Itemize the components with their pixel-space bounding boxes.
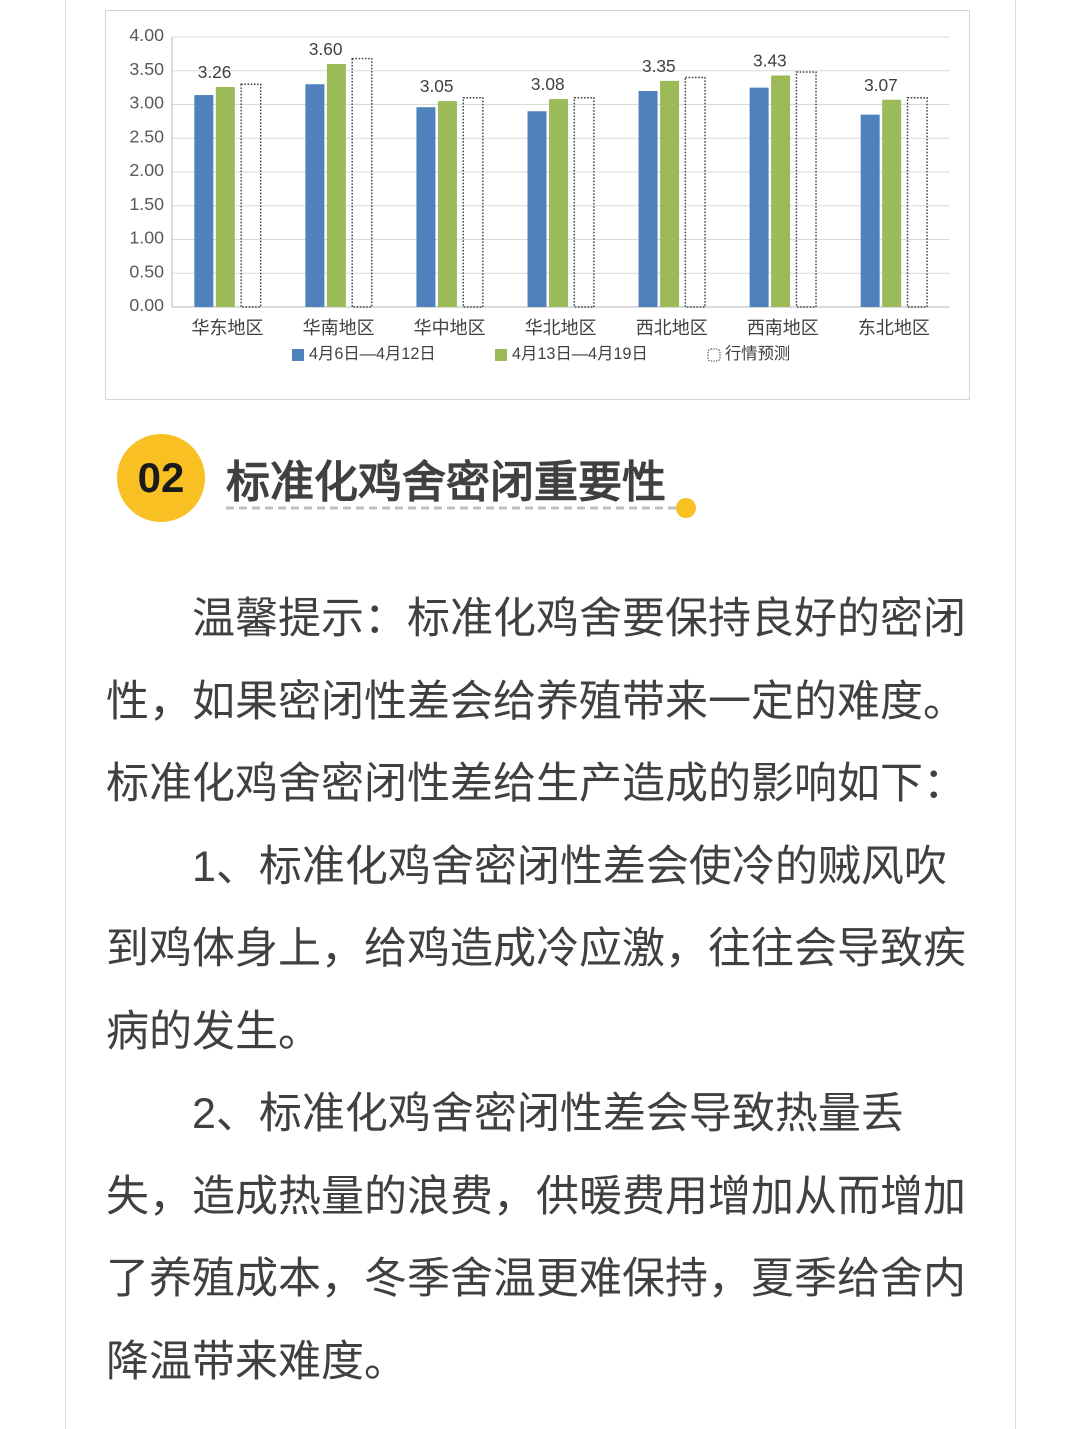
- svg-text:西北地区: 西北地区: [636, 318, 708, 338]
- svg-text:3.43: 3.43: [753, 50, 787, 70]
- svg-text:西南地区: 西南地区: [747, 318, 819, 338]
- svg-text:华东地区: 华东地区: [192, 318, 264, 338]
- svg-text:行情预测: 行情预测: [725, 345, 790, 363]
- svg-text:华北地区: 华北地区: [525, 318, 597, 338]
- svg-text:4月13日—4月19日: 4月13日—4月19日: [512, 345, 648, 363]
- svg-text:1.50: 1.50: [129, 194, 164, 214]
- svg-text:1.00: 1.00: [129, 228, 164, 248]
- svg-text:0.00: 0.00: [129, 295, 164, 315]
- svg-text:东北地区: 东北地区: [858, 318, 930, 338]
- svg-text:3.35: 3.35: [642, 56, 676, 76]
- svg-text:3.08: 3.08: [531, 74, 565, 94]
- svg-text:2.50: 2.50: [129, 126, 164, 146]
- svg-text:3.07: 3.07: [864, 75, 898, 95]
- svg-text:0.50: 0.50: [129, 261, 164, 281]
- svg-text:华南地区: 华南地区: [303, 318, 375, 338]
- svg-text:3.60: 3.60: [309, 39, 343, 59]
- svg-text:2.00: 2.00: [129, 160, 164, 180]
- svg-text:3.26: 3.26: [198, 62, 232, 82]
- svg-text:3.05: 3.05: [420, 76, 454, 96]
- svg-text:3.50: 3.50: [129, 59, 164, 79]
- svg-text:3.00: 3.00: [129, 93, 164, 113]
- svg-text:4月6日—4月12日: 4月6日—4月12日: [309, 345, 436, 363]
- svg-text:华中地区: 华中地区: [414, 318, 486, 338]
- svg-text:4.00: 4.00: [129, 25, 164, 45]
